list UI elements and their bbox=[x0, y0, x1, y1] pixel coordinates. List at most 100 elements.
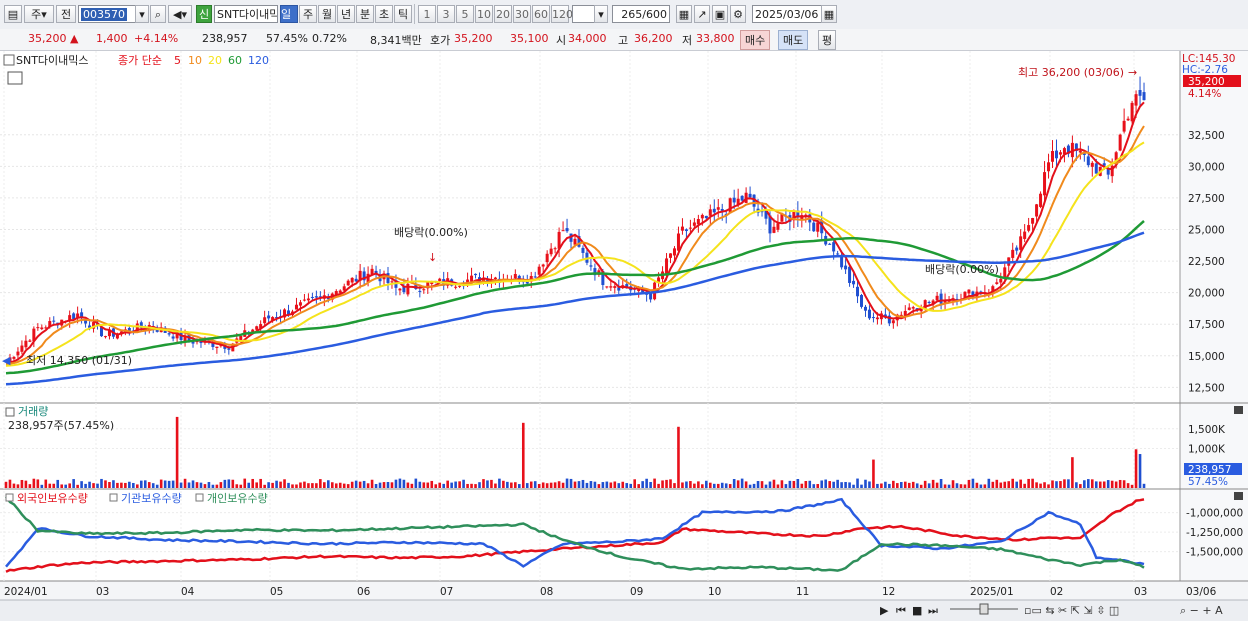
volume-bar bbox=[136, 484, 139, 488]
volume-bar bbox=[362, 480, 366, 488]
period-tab-2[interactable]: 월 bbox=[318, 5, 336, 23]
interval-button-0[interactable]: 1 bbox=[418, 5, 436, 23]
calendar-icon[interactable]: ▦ bbox=[821, 5, 837, 23]
period-tab-5[interactable]: 초 bbox=[375, 5, 393, 23]
candle-body bbox=[581, 247, 585, 253]
candle-body bbox=[294, 304, 298, 310]
save-icon[interactable]: ▣ bbox=[712, 5, 728, 23]
volume-bar bbox=[653, 478, 656, 488]
stock-code-dropdown-icon[interactable]: ▾ bbox=[135, 5, 149, 23]
volume-bar bbox=[884, 481, 887, 488]
draw-tool-icon[interactable]: ↗ bbox=[694, 5, 710, 23]
volume-bar bbox=[255, 482, 258, 488]
gear-icon[interactable]: ⚙ bbox=[730, 5, 746, 23]
candle-body bbox=[263, 317, 267, 324]
table-toggle-icon[interactable] bbox=[7, 71, 23, 85]
volume-bar bbox=[689, 481, 692, 488]
volume-bar bbox=[748, 484, 752, 488]
volume-bar bbox=[323, 482, 326, 488]
speaker-icon[interactable]: ◀▾ bbox=[168, 5, 192, 23]
buy-button[interactable]: 매수 bbox=[740, 30, 771, 50]
volume-bar bbox=[784, 484, 788, 488]
volume-bar bbox=[358, 481, 362, 488]
volume-bar bbox=[645, 478, 648, 488]
period-tab-3[interactable]: 년 bbox=[337, 5, 355, 23]
shin-button[interactable]: 신 bbox=[196, 5, 212, 23]
data-count-display[interactable]: 265/600 bbox=[612, 5, 670, 23]
volume-bar bbox=[498, 478, 501, 488]
interval-button-6[interactable]: 60 bbox=[532, 5, 550, 23]
interval-button-7[interactable]: 120 bbox=[551, 5, 573, 23]
volume-bar bbox=[1011, 478, 1015, 488]
volume-bar bbox=[426, 482, 430, 488]
candle-body bbox=[1122, 120, 1126, 132]
period-tab-4[interactable]: 분 bbox=[356, 5, 374, 23]
volume-bar bbox=[1035, 482, 1038, 488]
volume-bar bbox=[601, 482, 605, 488]
legend-box-icon[interactable] bbox=[3, 54, 15, 66]
volume-bar bbox=[120, 482, 123, 488]
x-tick-label: 03 bbox=[1134, 586, 1147, 598]
candle-body bbox=[625, 284, 629, 289]
interval-dropdown-icon[interactable]: ▾ bbox=[594, 5, 608, 23]
volume-bar bbox=[112, 480, 115, 488]
volume-legend-icon[interactable] bbox=[5, 407, 15, 417]
grid-tool-icon[interactable]: ▦ bbox=[676, 5, 692, 23]
scroll-right-icon[interactable]: ▶ bbox=[880, 604, 889, 617]
volume-bar bbox=[860, 484, 863, 488]
stock-name-field[interactable]: SNT다이내믹 bbox=[214, 5, 278, 23]
period-tab-1[interactable]: 주 bbox=[299, 5, 317, 23]
eval-button[interactable]: 평 bbox=[818, 30, 837, 50]
volume-bar bbox=[275, 480, 278, 488]
period-tab-6[interactable]: 틱 bbox=[394, 5, 412, 23]
candle-body bbox=[967, 289, 971, 294]
interval-button-3[interactable]: 10 bbox=[475, 5, 493, 23]
candle-body bbox=[139, 322, 143, 328]
interval-button-4[interactable]: 20 bbox=[494, 5, 512, 23]
volume-bar bbox=[96, 483, 99, 488]
volume-title: 거래량 bbox=[18, 405, 48, 418]
candle-body bbox=[712, 208, 716, 213]
volume-bar bbox=[251, 478, 255, 488]
candle-body bbox=[708, 209, 712, 216]
volume-bar bbox=[776, 484, 780, 488]
holdings-pane-close-icon[interactable] bbox=[1234, 492, 1243, 500]
candle-body bbox=[1066, 145, 1070, 154]
scroll-start-icon[interactable]: ⏮ bbox=[896, 604, 906, 617]
prev-button[interactable]: 전 bbox=[56, 5, 76, 23]
candle-body bbox=[541, 264, 545, 267]
candle-body bbox=[613, 286, 617, 288]
volume-bar bbox=[338, 482, 342, 488]
candle-body bbox=[1031, 218, 1035, 224]
open-price: 34,000 bbox=[568, 32, 607, 45]
x-tick-label: 09 bbox=[630, 586, 643, 598]
interval-button-2[interactable]: 5 bbox=[456, 5, 474, 23]
volume-bar bbox=[315, 483, 318, 488]
volume-bar bbox=[999, 482, 1003, 488]
volume-bar bbox=[967, 479, 971, 488]
stop-icon[interactable]: ■ bbox=[912, 604, 922, 617]
interval-button-5[interactable]: 30 bbox=[513, 5, 531, 23]
candle-body bbox=[275, 317, 279, 319]
scroll-bar[interactable] bbox=[0, 600, 1248, 621]
date-field[interactable]: 2025/03/06 bbox=[752, 5, 822, 23]
zoom-slider-handle[interactable] bbox=[979, 603, 989, 615]
candle-body bbox=[103, 336, 107, 338]
stock-code-input[interactable]: 003570 bbox=[78, 5, 136, 23]
market-select[interactable]: 주▾ bbox=[24, 5, 54, 23]
candle-body bbox=[764, 208, 768, 219]
candle-body bbox=[856, 286, 860, 297]
volume-pane-close-icon[interactable] bbox=[1234, 406, 1243, 414]
zoom-icons[interactable]: ⌕ − + A bbox=[1180, 604, 1223, 617]
chart-menu-icon[interactable]: ▤ bbox=[4, 5, 22, 23]
candle-body bbox=[931, 300, 935, 305]
search-icon[interactable]: ⌕ bbox=[150, 5, 166, 23]
volume-bar bbox=[907, 482, 911, 488]
interval-button-1[interactable]: 3 bbox=[437, 5, 455, 23]
volume-bar bbox=[1114, 481, 1118, 488]
sell-button[interactable]: 매도 bbox=[778, 30, 809, 50]
period-tab-0[interactable]: 일 bbox=[280, 5, 298, 23]
scroll-end-icon[interactable]: ⏭ bbox=[928, 604, 938, 617]
tool-icons[interactable]: ▫▭ ⇆ ✂ ⇱ ⇲ ⇳ ◫ bbox=[1024, 604, 1119, 617]
volume-bar bbox=[991, 481, 995, 488]
